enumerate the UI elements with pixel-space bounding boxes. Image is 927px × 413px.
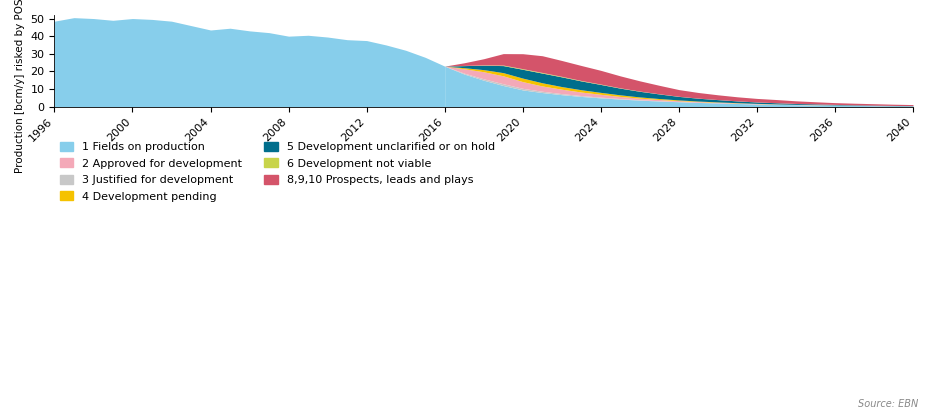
Legend: 1 Fields on production, 2 Approved for development, 3 Justified for development,: 1 Fields on production, 2 Approved for d… (60, 142, 494, 202)
Text: Source: EBN: Source: EBN (857, 399, 918, 409)
Y-axis label: Production [bcm/y] risked by POS and POM: Production [bcm/y] risked by POS and POM (15, 0, 25, 173)
